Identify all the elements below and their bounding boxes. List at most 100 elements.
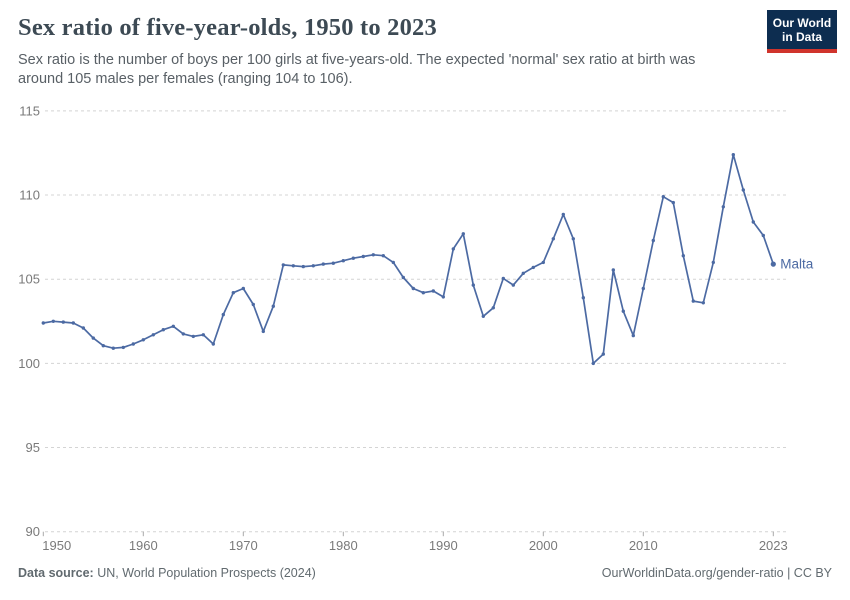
y-tick-label: 95: [26, 440, 40, 455]
data-point[interactable]: [161, 328, 165, 332]
data-point[interactable]: [281, 263, 285, 267]
x-tick-label: 2023: [759, 538, 788, 553]
data-source-label: Data source:: [18, 566, 94, 580]
data-point[interactable]: [441, 295, 445, 299]
x-tick-label: 1960: [129, 538, 158, 553]
data-point[interactable]: [301, 264, 305, 269]
data-point[interactable]: [731, 153, 735, 157]
owid-logo-line2: in Data: [781, 29, 822, 44]
data-point[interactable]: [721, 205, 725, 209]
y-tick-label: 105: [18, 272, 40, 287]
data-point[interactable]: [71, 321, 76, 325]
data-point[interactable]: [481, 314, 485, 318]
data-point[interactable]: [341, 259, 345, 263]
data-point[interactable]: [501, 276, 505, 281]
data-point[interactable]: [311, 264, 315, 268]
data-point[interactable]: [91, 336, 96, 340]
data-point[interactable]: [61, 320, 65, 324]
data-point[interactable]: [431, 289, 435, 293]
data-point[interactable]: [641, 286, 645, 291]
data-point[interactable]: [151, 333, 155, 337]
data-point[interactable]: [711, 260, 715, 265]
data-point[interactable]: [621, 309, 625, 313]
data-point[interactable]: [351, 256, 355, 260]
data-point[interactable]: [541, 260, 545, 265]
data-point[interactable]: [681, 254, 685, 258]
data-point[interactable]: [261, 329, 265, 334]
data-point[interactable]: [691, 299, 695, 303]
data-point[interactable]: [251, 302, 255, 307]
data-point[interactable]: [101, 344, 106, 348]
data-point[interactable]: [141, 338, 145, 342]
data-point[interactable]: [181, 332, 185, 336]
y-tick-label: 110: [19, 188, 40, 203]
data-point[interactable]: [231, 291, 235, 295]
data-point[interactable]: [221, 312, 225, 317]
data-point[interactable]: [770, 261, 776, 267]
data-point[interactable]: [371, 253, 375, 257]
x-tick-label: 1990: [429, 538, 458, 553]
data-point[interactable]: [131, 342, 135, 346]
data-source: Data source: UN, World Population Prospe…: [18, 566, 316, 580]
data-point[interactable]: [751, 220, 755, 224]
data-point[interactable]: [511, 283, 515, 287]
data-point[interactable]: [171, 324, 175, 328]
data-point[interactable]: [271, 304, 275, 308]
data-point[interactable]: [391, 260, 395, 265]
x-tick-label: 1950: [42, 538, 71, 553]
data-point[interactable]: [421, 291, 425, 295]
data-point[interactable]: [701, 301, 705, 305]
data-point[interactable]: [361, 254, 365, 259]
y-tick-label: 90: [26, 524, 40, 539]
data-point[interactable]: [191, 334, 195, 339]
x-tick-label: 1970: [229, 538, 258, 553]
data-point[interactable]: [741, 188, 745, 192]
data-point[interactable]: [381, 254, 385, 258]
data-point[interactable]: [51, 319, 55, 323]
data-point[interactable]: [611, 268, 615, 272]
data-point[interactable]: [581, 296, 585, 300]
y-tick-label: 100: [18, 356, 40, 371]
data-point[interactable]: [111, 346, 116, 350]
data-point[interactable]: [81, 326, 86, 330]
data-point[interactable]: [601, 352, 605, 356]
data-point[interactable]: [561, 212, 565, 217]
data-point[interactable]: [651, 238, 655, 243]
data-point[interactable]: [241, 286, 245, 291]
data-point[interactable]: [531, 265, 535, 270]
data-point[interactable]: [671, 200, 675, 205]
chart-title: Sex ratio of five-year-olds, 1950 to 202…: [18, 14, 437, 41]
data-point[interactable]: [461, 232, 465, 236]
chart-header: Sex ratio of five-year-olds, 1950 to 202…: [18, 14, 758, 89]
data-point[interactable]: [331, 261, 335, 265]
data-point[interactable]: [201, 333, 205, 337]
x-tick-label: 2000: [529, 538, 558, 553]
data-point[interactable]: [491, 306, 495, 310]
chart-footer: Data source: UN, World Population Prospe…: [18, 566, 832, 580]
data-point[interactable]: [211, 342, 215, 346]
data-point[interactable]: [591, 361, 595, 366]
data-point[interactable]: [121, 345, 126, 350]
data-point[interactable]: [41, 321, 45, 325]
data-point[interactable]: [761, 233, 765, 238]
data-point[interactable]: [411, 286, 415, 291]
series-end-label[interactable]: Malta: [780, 257, 814, 272]
owid-logo[interactable]: Our World in Data: [767, 10, 837, 53]
data-point[interactable]: [571, 237, 575, 241]
series-line-malta[interactable]: [42, 153, 775, 365]
chart-subtitle: Sex ratio is the number of boys per 100 …: [18, 52, 696, 87]
x-tick-label: 2010: [629, 538, 658, 553]
x-tick-label: 1980: [329, 538, 358, 553]
data-point[interactable]: [631, 333, 635, 338]
data-point[interactable]: [661, 195, 665, 199]
data-point[interactable]: [471, 283, 475, 287]
data-point[interactable]: [401, 275, 405, 280]
data-point[interactable]: [551, 237, 555, 241]
data-point[interactable]: [321, 262, 325, 266]
data-point[interactable]: [291, 264, 295, 268]
data-source-text: UN, World Population Prospects (2024): [93, 566, 316, 580]
owid-url-license[interactable]: OurWorldinData.org/gender-ratio | CC BY: [601, 566, 832, 580]
data-point[interactable]: [451, 247, 455, 251]
data-point[interactable]: [521, 271, 525, 275]
